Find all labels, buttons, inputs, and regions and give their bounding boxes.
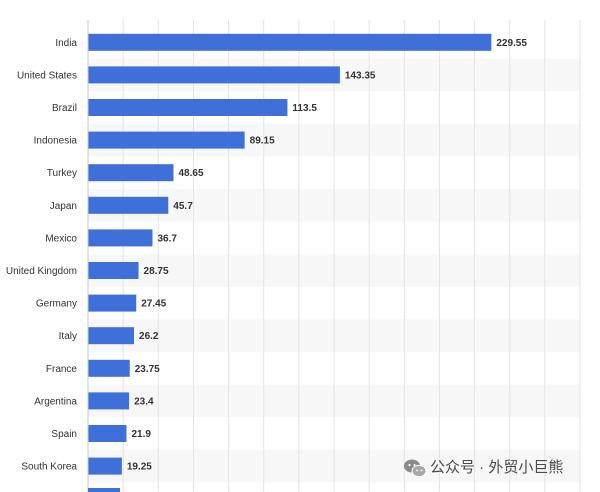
category-label: Brazil xyxy=(52,103,77,114)
category-label: Italy xyxy=(59,331,77,342)
category-label: Turkey xyxy=(47,168,77,179)
category-label: United Kingdom xyxy=(6,266,77,277)
value-label: 229.55 xyxy=(496,38,527,49)
value-label: 89.15 xyxy=(250,136,275,147)
bar xyxy=(88,131,245,149)
category-label: United States xyxy=(17,70,77,81)
wechat-icon xyxy=(404,459,427,478)
value-label: 27.45 xyxy=(141,299,166,310)
value-label: 23.75 xyxy=(135,364,160,375)
category-label: South Korea xyxy=(21,462,77,473)
watermark: 公众号 · 外贸小巨熊 xyxy=(404,459,563,478)
category-label: Japan xyxy=(50,201,77,212)
category-label: Argentina xyxy=(34,396,77,407)
value-label: 45.7 xyxy=(173,201,193,212)
value-label: 23.4 xyxy=(134,396,154,407)
grid-lines xyxy=(122,20,581,492)
bar xyxy=(88,294,137,312)
bar xyxy=(88,425,127,442)
value-labels: 229.55 143.35 113.5 89.15 48.65 45.7 36.7 28.75… xyxy=(127,38,528,473)
bar xyxy=(88,262,139,279)
category-label: Indonesia xyxy=(34,136,78,147)
category-label: India xyxy=(55,38,77,49)
value-label: 48.65 xyxy=(178,168,203,179)
category-label: France xyxy=(46,364,78,375)
value-label: 19.25 xyxy=(127,462,152,473)
bar xyxy=(88,66,340,84)
category-label: Germany xyxy=(36,299,77,310)
value-label: 113.5 xyxy=(292,103,317,114)
bar xyxy=(88,99,288,116)
watermark-text: 公众号 · 外贸小巨熊 xyxy=(430,459,563,476)
category-labels: India United States Brazil Indonesia Turkey J… xyxy=(6,38,78,473)
bar xyxy=(88,392,130,410)
value-label: 143.35 xyxy=(345,70,376,81)
bars xyxy=(88,33,492,475)
bar xyxy=(88,359,130,377)
category-label: Spain xyxy=(51,429,77,440)
bar xyxy=(88,457,122,475)
bar xyxy=(88,164,174,182)
value-label: 28.75 xyxy=(144,266,169,277)
bar xyxy=(88,327,135,345)
value-label: 21.9 xyxy=(131,429,151,440)
value-label: 26.2 xyxy=(139,331,159,342)
bar xyxy=(88,229,153,247)
bar xyxy=(88,196,169,214)
truncated-bar xyxy=(88,488,120,492)
category-label: Mexico xyxy=(45,233,77,244)
bar xyxy=(88,33,492,51)
value-label: 36.7 xyxy=(157,233,177,244)
